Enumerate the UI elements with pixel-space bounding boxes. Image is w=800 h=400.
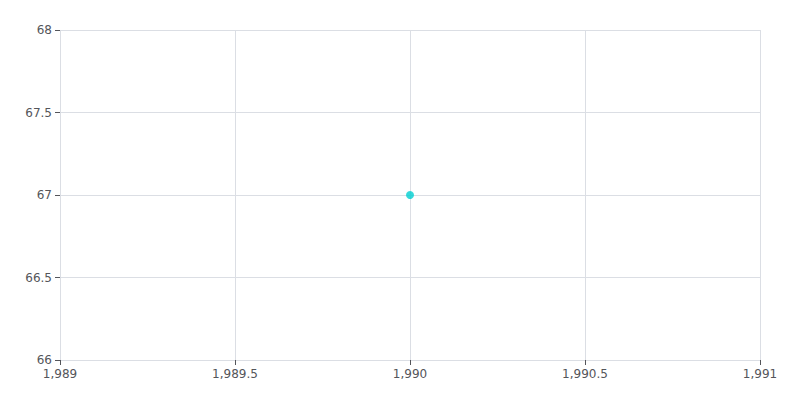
svg-text:66: 66 [37, 353, 52, 367]
svg-text:1,991: 1,991 [743, 367, 777, 381]
svg-text:1,990: 1,990 [393, 367, 427, 381]
svg-text:68: 68 [37, 23, 52, 37]
svg-text:67: 67 [37, 188, 52, 202]
svg-text:66.5: 66.5 [25, 271, 52, 285]
svg-text:1,990.5: 1,990.5 [562, 367, 608, 381]
svg-text:1,989: 1,989 [43, 367, 77, 381]
svg-text:67.5: 67.5 [25, 106, 52, 120]
svg-text:1,989.5: 1,989.5 [212, 367, 258, 381]
